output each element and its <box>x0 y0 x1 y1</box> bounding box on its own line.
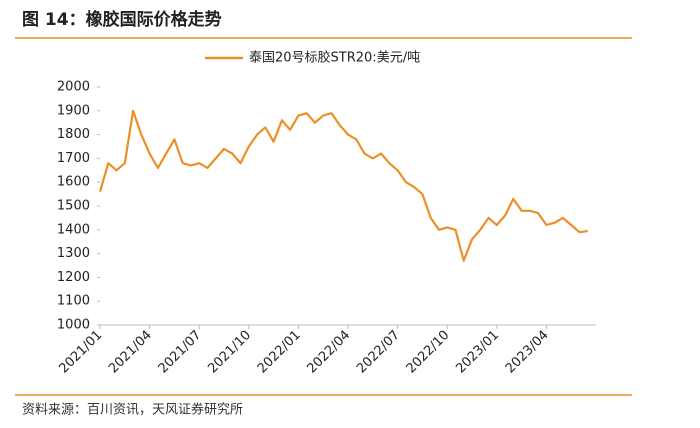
x-tick-label: 2022/07 <box>354 328 403 377</box>
y-tick-label: 1500 <box>57 199 90 214</box>
y-tick-label: 1400 <box>57 222 90 237</box>
y-tick-label: 1800 <box>57 127 90 142</box>
y-tick-label: 1300 <box>57 246 90 261</box>
legend-label: 泰国20号标胶STR20:美元/吨 <box>249 50 420 66</box>
x-tick-label: 2021/07 <box>156 328 205 377</box>
x-tick-label: 2023/04 <box>503 328 552 377</box>
y-tick-label: 1000 <box>57 318 90 333</box>
x-tick-label: 2021/10 <box>205 328 254 377</box>
y-tick-label: 1600 <box>57 175 90 190</box>
y-tick-label: 1100 <box>57 294 90 309</box>
y-tick-label: 1200 <box>57 270 90 285</box>
y-tick-label: 1700 <box>57 151 90 166</box>
x-tick-label: 2022/04 <box>305 328 354 377</box>
x-tick-label: 2022/01 <box>255 328 304 377</box>
x-tick-label: 2022/10 <box>404 328 453 377</box>
source: 资料来源：百川资讯，天风证券研究所 <box>22 402 243 418</box>
chart-title: 图 14：橡胶国际价格走势 <box>22 9 222 30</box>
x-tick-label: 2021/04 <box>106 328 155 377</box>
y-tick-label: 2000 <box>57 80 90 95</box>
y-tick-label: 1900 <box>57 103 90 118</box>
x-tick-label: 2021/01 <box>57 328 106 377</box>
line <box>98 109 588 262</box>
x-tick-label: 2023/01 <box>453 328 502 377</box>
